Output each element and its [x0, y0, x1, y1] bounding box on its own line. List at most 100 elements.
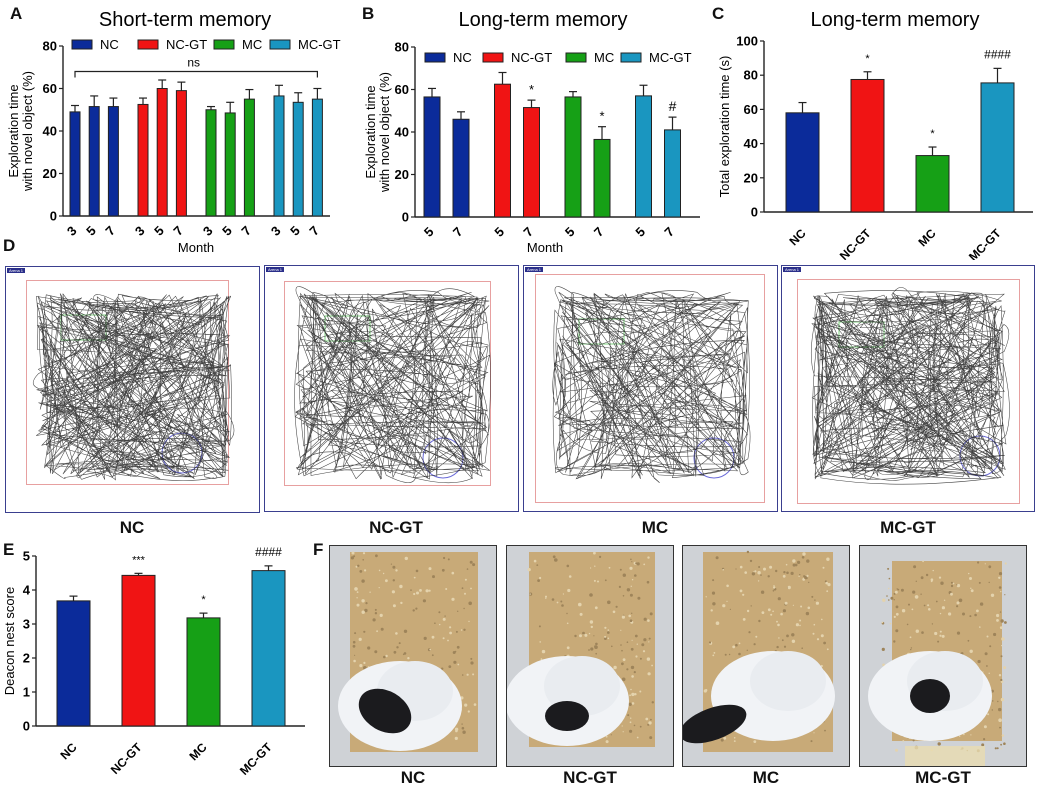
bedding-grain — [400, 601, 403, 605]
y-tick-label: 80 — [395, 40, 409, 55]
bedding-grain — [738, 652, 741, 656]
bedding-grain — [758, 566, 761, 568]
x-tick-label: 7 — [591, 224, 607, 240]
bedding-grain — [588, 649, 590, 651]
bedding-grain — [781, 639, 784, 642]
legend-swatch — [482, 52, 504, 63]
bedding-grain — [760, 590, 765, 594]
bedding-grain — [621, 725, 623, 727]
y-tick-label: 20 — [395, 167, 409, 182]
bedding-grain — [357, 564, 360, 567]
bedding-grain — [712, 579, 715, 582]
bedding-grain — [639, 657, 642, 660]
bedding-grain — [978, 581, 981, 584]
bedding-grain — [998, 718, 1002, 722]
bedding-grain — [540, 658, 543, 660]
bedding-grain — [761, 611, 765, 614]
bedding-grain — [584, 633, 588, 637]
bedding-grain — [560, 600, 563, 603]
bedding-grain — [604, 579, 607, 582]
significance-mark: * — [599, 109, 604, 124]
bedding-grain — [733, 740, 736, 742]
significance-mark: * — [930, 128, 935, 140]
bedding-grain — [902, 740, 905, 742]
bedding-grain — [729, 608, 731, 610]
bedding-grain — [1000, 697, 1005, 702]
bedding-grain — [798, 575, 800, 577]
bedding-grain — [889, 622, 892, 625]
x-axis-label: Month — [178, 240, 214, 255]
bedding-grain — [428, 589, 431, 592]
bedding-grain — [599, 555, 602, 558]
bedding-grain — [527, 568, 531, 572]
bedding-grain — [589, 620, 594, 624]
bedding-grain — [708, 641, 712, 644]
bedding-grain — [455, 630, 458, 633]
y-tick-label: 60 — [744, 102, 758, 117]
significance-bracket — [74, 70, 318, 78]
bedding-grain — [626, 588, 631, 592]
bedding-grain — [912, 739, 915, 742]
bedding-grain — [950, 581, 953, 584]
arena-boundary — [535, 274, 765, 503]
bedding-grain — [821, 618, 823, 621]
mouse — [358, 688, 412, 734]
bedding-grain — [1003, 666, 1007, 670]
bedding-grain — [823, 641, 826, 645]
bedding-grain — [968, 572, 970, 575]
bedding-grain — [827, 583, 831, 587]
bedding-grain — [1000, 678, 1003, 682]
bedding-grain — [893, 640, 896, 643]
bedding-grain — [981, 743, 985, 747]
bedding-grain — [648, 721, 652, 725]
bedding-grain — [415, 607, 418, 610]
bedding-grain — [770, 613, 773, 616]
bedding-grain — [775, 569, 778, 573]
bedding-grain — [645, 717, 649, 721]
x-tick-label: 5 — [83, 223, 99, 239]
bedding-grain — [767, 575, 770, 578]
bedding-grain — [626, 668, 629, 671]
x-tick-label: MC-GT — [237, 740, 275, 778]
chart-c-total-exploration: 0 20 40 60 80 100 Long-term memory Total explor… — [717, 9, 1033, 260]
bedding-grain — [633, 724, 636, 727]
y-tick-label: 4 — [23, 583, 31, 598]
bedding-grain — [582, 631, 585, 635]
bedding-grain — [920, 593, 922, 595]
bedding-grain — [643, 638, 647, 642]
bedding-grain — [815, 601, 819, 605]
bedding-grain — [910, 647, 913, 649]
bar — [850, 78, 885, 213]
chart-b-long-term-memory: 0 20 40 60 80 Long-term memory Exploration tim… — [363, 9, 700, 255]
bedding-grain — [385, 654, 388, 658]
legend-label: MC-GT — [649, 50, 692, 65]
bedding-grain — [432, 575, 435, 579]
bedding-grain — [630, 665, 635, 670]
bedding-grain — [629, 721, 632, 724]
bedding-grain — [790, 571, 794, 575]
bedding-grain — [722, 568, 724, 571]
panel-letter-e: E — [3, 540, 15, 559]
bedding-grain — [811, 595, 814, 598]
bedding-grain — [895, 748, 898, 752]
bedding-grain — [434, 622, 436, 624]
bedding-grain — [710, 609, 713, 612]
significance-label: ns — [187, 56, 200, 70]
x-tick-label: NC — [786, 226, 808, 248]
bedding-grain — [998, 576, 1001, 579]
bedding-grain — [799, 619, 802, 622]
bedding-grain — [378, 569, 381, 572]
bedding-grain — [448, 665, 452, 668]
bar — [175, 90, 187, 217]
bedding-grain — [650, 718, 652, 721]
movement-track — [811, 287, 1010, 485]
bedding-grain — [792, 604, 794, 606]
bedding-grain — [407, 657, 410, 660]
x-tick-label: 7 — [306, 223, 322, 239]
bedding-grain — [893, 592, 896, 595]
bedding-grain — [566, 622, 569, 625]
bedding-grain — [631, 675, 634, 678]
bedding-grain — [639, 690, 642, 693]
bedding-grain — [705, 596, 707, 598]
bedding-grain — [999, 726, 1001, 729]
